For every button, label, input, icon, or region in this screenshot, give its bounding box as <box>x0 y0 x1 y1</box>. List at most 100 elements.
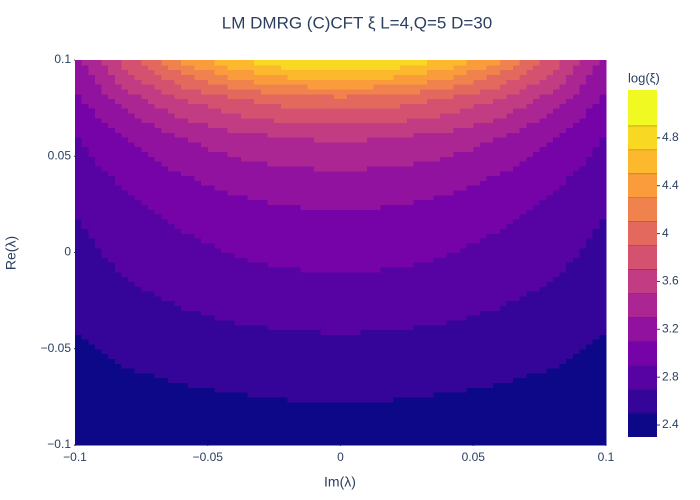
contour-cell <box>101 199 109 205</box>
contour-cell <box>586 358 594 364</box>
contour-cell <box>254 440 262 446</box>
contour-cell <box>254 247 262 254</box>
contour-cell <box>572 180 581 186</box>
contour-cell <box>287 233 295 239</box>
contour-cell <box>327 411 335 417</box>
contour-cell <box>94 189 103 196</box>
contour-cell <box>506 363 514 369</box>
contour-cell <box>446 411 454 417</box>
contour-cell <box>221 416 229 422</box>
contour-cell <box>393 170 401 177</box>
contour-cell <box>287 218 295 225</box>
contour-cell <box>426 305 435 311</box>
contour-cell <box>247 242 255 249</box>
contour-cell <box>240 329 249 335</box>
contour-cell <box>373 165 381 172</box>
contour-cell <box>406 382 415 388</box>
contour-cell <box>466 372 474 379</box>
contour-cell <box>347 319 355 326</box>
contour-cell <box>81 406 89 412</box>
contour-cell <box>307 156 315 162</box>
contour-cell <box>473 343 481 350</box>
contour-cell <box>240 233 249 239</box>
contour-cell <box>506 238 514 244</box>
contour-cell <box>552 411 561 417</box>
contour-cell <box>187 425 196 432</box>
contour-cell <box>386 377 395 384</box>
contour-cell <box>499 324 508 331</box>
contour-cell <box>393 242 401 249</box>
contour-cell <box>360 343 368 350</box>
contour-cell <box>599 310 607 316</box>
contour-cell <box>174 396 182 403</box>
contour-cell <box>81 368 89 374</box>
contour-cell <box>207 146 215 153</box>
contour-cell <box>161 281 169 287</box>
contour-cell <box>214 319 222 326</box>
contour-cell <box>373 286 381 292</box>
contour-cell <box>360 329 368 335</box>
contour-cell <box>81 223 89 230</box>
contour-cell <box>493 377 501 384</box>
contour-cell <box>380 315 388 321</box>
contour-cell <box>552 218 561 225</box>
contour-cell <box>148 411 156 417</box>
contour-cell <box>446 238 454 244</box>
contour-cell <box>260 334 269 340</box>
contour-cell <box>539 353 547 359</box>
contour-cell <box>433 440 441 446</box>
contour-cell <box>260 406 269 412</box>
contour-cell <box>141 430 149 436</box>
contour-cell <box>579 382 587 388</box>
contour-cell <box>101 300 109 307</box>
contour-cell <box>167 242 176 249</box>
contour-cell <box>599 392 607 398</box>
contour-cell <box>327 324 335 331</box>
contour-cell <box>340 430 348 436</box>
contour-cell <box>420 204 428 210</box>
contour-cell <box>320 387 328 393</box>
contour-cell <box>267 387 275 393</box>
contour-cell <box>134 161 142 167</box>
contour-cell <box>313 387 322 393</box>
contour-cell <box>347 430 355 436</box>
contour-cell <box>327 315 335 321</box>
contour-cell <box>486 387 494 393</box>
contour-cell <box>440 387 448 393</box>
contour-cell <box>333 440 342 446</box>
contour-cell <box>221 334 229 340</box>
contour-cell <box>274 223 282 230</box>
contour-cell <box>194 324 202 331</box>
contour-cell <box>506 276 514 282</box>
contour-cell <box>413 218 421 225</box>
contour-cell <box>433 392 441 398</box>
contour-cell <box>440 339 448 345</box>
contour-cell <box>347 271 355 278</box>
contour-cell <box>221 185 229 191</box>
contour-cell <box>108 228 116 234</box>
contour-cell <box>134 204 142 210</box>
contour-cell <box>154 218 162 225</box>
contour-cell <box>267 146 275 153</box>
contour-cell <box>333 194 342 201</box>
contour-cell <box>280 329 288 335</box>
contour-cell <box>426 319 435 326</box>
contour-cell <box>546 233 554 239</box>
contour-cell <box>440 425 448 432</box>
contour-cell <box>566 281 574 287</box>
contour-cell <box>360 257 368 263</box>
contour-cell <box>400 295 408 302</box>
contour-cell <box>307 194 315 201</box>
contour-cell <box>114 209 123 215</box>
contour-cell <box>274 151 282 157</box>
contour-cell <box>121 276 129 282</box>
contour-cell <box>333 305 342 311</box>
contour-cell <box>413 416 421 422</box>
contour-cell <box>154 310 162 316</box>
contour-cell <box>506 189 514 196</box>
contour-cell <box>300 348 308 355</box>
contour-cell <box>572 382 581 388</box>
contour-cell <box>313 233 322 239</box>
contour-cell <box>294 406 302 412</box>
contour-cell <box>420 319 428 326</box>
